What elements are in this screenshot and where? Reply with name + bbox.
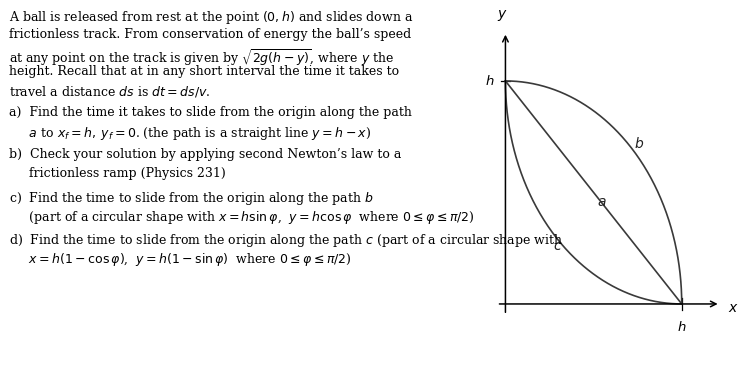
Text: a)  Find the time it takes to slide from the origin along the path: a) Find the time it takes to slide from … — [9, 106, 412, 119]
Text: $a$: $a$ — [597, 195, 606, 209]
Text: travel a distance $ds$ is $dt = ds/v$.: travel a distance $ds$ is $dt = ds/v$. — [9, 84, 210, 99]
Text: d)  Find the time to slide from the origin along the path $c$ (part of a circula: d) Find the time to slide from the origi… — [9, 232, 563, 249]
Text: $c$: $c$ — [553, 239, 562, 253]
Text: $a$ to $x_f = h,\; y_f = 0$. (the path is a straight line $y = h - x$): $a$ to $x_f = h,\; y_f = 0$. (the path i… — [9, 125, 372, 142]
Text: b)  Check your solution by applying second Newton’s law to a: b) Check your solution by applying secon… — [9, 148, 401, 161]
Text: $y$: $y$ — [497, 8, 507, 23]
Text: (part of a circular shape with $x = h\sin\varphi$,  $y = h\cos\varphi$  where $0: (part of a circular shape with $x = h\si… — [9, 209, 474, 226]
Text: c)  Find the time to slide from the origin along the path $b$: c) Find the time to slide from the origi… — [9, 190, 374, 207]
Text: $h$: $h$ — [677, 320, 686, 334]
Text: $b$: $b$ — [634, 136, 645, 151]
Text: A ball is released from rest at the point $(0, h)$ and slides down a: A ball is released from rest at the poin… — [9, 9, 413, 26]
Text: height. Recall that at in any short interval the time it takes to: height. Recall that at in any short inte… — [9, 65, 399, 78]
Text: frictionless ramp (Physics 231): frictionless ramp (Physics 231) — [9, 167, 226, 180]
Text: $x$: $x$ — [727, 302, 739, 315]
Text: $h$: $h$ — [486, 74, 495, 88]
Text: at any point on the track is given by $\sqrt{2g(h - y)}$, where $y$ the: at any point on the track is given by $\… — [9, 47, 395, 68]
Text: frictionless track. From conservation of energy the ball’s speed: frictionless track. From conservation of… — [9, 28, 411, 41]
Text: $x = h(1 - \cos\varphi)$,  $y = h(1-\sin\varphi)$  where $0 \leq \varphi \leq \p: $x = h(1 - \cos\varphi)$, $y = h(1-\sin\… — [9, 251, 351, 268]
